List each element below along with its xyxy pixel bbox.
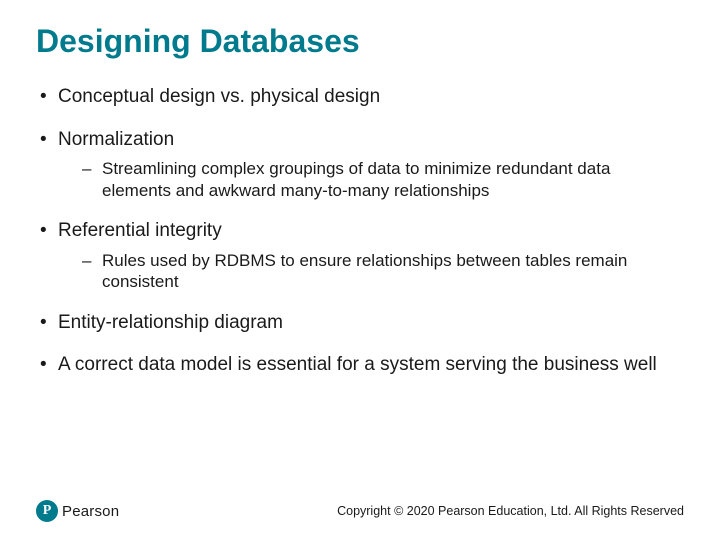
sub-text: Rules used by RDBMS to ensure relationsh… bbox=[102, 251, 627, 292]
pearson-wordmark: Pearson bbox=[62, 503, 119, 520]
bullet-text: Normalization bbox=[58, 129, 174, 150]
bullet-item: Normalization Streamlining complex group… bbox=[36, 128, 684, 202]
pearson-mark-icon: P bbox=[36, 500, 58, 522]
bullet-text: Conceptual design vs. physical design bbox=[58, 86, 380, 107]
bullet-item: Entity-relationship diagram bbox=[36, 311, 684, 335]
slide-title: Designing Databases bbox=[36, 24, 684, 59]
sub-list: Rules used by RDBMS to ensure relationsh… bbox=[58, 250, 684, 294]
sub-list: Streamlining complex groupings of data t… bbox=[58, 158, 684, 202]
sub-item: Rules used by RDBMS to ensure relationsh… bbox=[58, 250, 684, 294]
pearson-letter: P bbox=[43, 504, 52, 518]
copyright-text: Copyright © 2020 Pearson Education, Ltd.… bbox=[337, 504, 684, 518]
bullet-item: Conceptual design vs. physical design bbox=[36, 85, 684, 109]
slide: Designing Databases Conceptual design vs… bbox=[0, 0, 720, 540]
pearson-logo: P Pearson bbox=[36, 500, 119, 522]
bullet-text: Entity-relationship diagram bbox=[58, 312, 283, 333]
bullet-item: A correct data model is essential for a … bbox=[36, 353, 684, 377]
bullet-text: Referential integrity bbox=[58, 220, 222, 241]
slide-footer: P Pearson Copyright © 2020 Pearson Educa… bbox=[36, 500, 684, 522]
sub-item: Streamlining complex groupings of data t… bbox=[58, 158, 684, 202]
bullet-text: A correct data model is essential for a … bbox=[58, 354, 657, 375]
sub-text: Streamlining complex groupings of data t… bbox=[102, 159, 610, 200]
bullet-list: Conceptual design vs. physical design No… bbox=[36, 85, 684, 378]
bullet-item: Referential integrity Rules used by RDBM… bbox=[36, 219, 684, 293]
